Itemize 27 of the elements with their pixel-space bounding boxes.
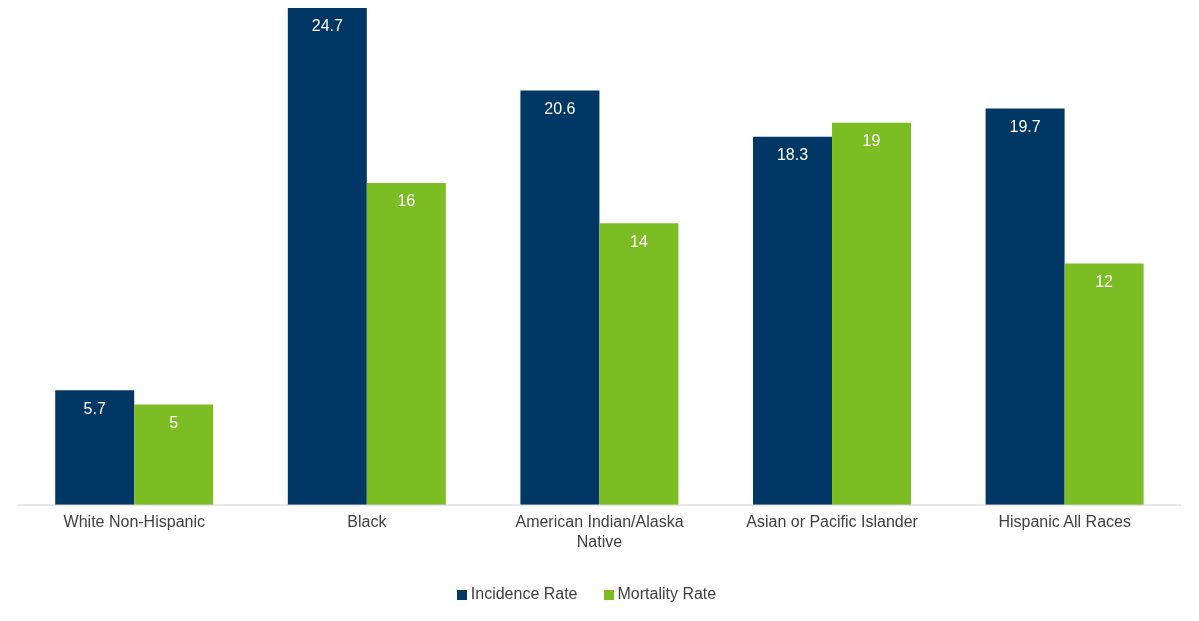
data-label: 16 — [397, 192, 416, 210]
data-label: 14 — [630, 232, 648, 250]
x-tick-label: Hispanic All Races — [998, 513, 1131, 530]
bar — [985, 108, 1065, 505]
data-label: 19.7 — [1009, 117, 1041, 135]
data-label: 5 — [169, 413, 179, 431]
bar — [55, 390, 135, 505]
bar — [366, 183, 446, 505]
bar — [832, 122, 912, 505]
legend-label: Mortality Rate — [617, 585, 717, 602]
data-label: 19 — [862, 132, 881, 150]
bar — [520, 90, 600, 505]
data-label: 12 — [1095, 272, 1114, 290]
bar — [1064, 263, 1144, 505]
bar — [287, 8, 367, 505]
data-label: 24.7 — [311, 17, 343, 35]
bar — [134, 404, 214, 505]
x-tick-label: Black — [347, 513, 388, 530]
bar — [753, 136, 833, 505]
x-tick-label: American Indian/Alaska Native — [515, 513, 684, 550]
data-label: 18.3 — [776, 146, 809, 164]
x-tick-label: Asian or Pacific Islander — [746, 513, 919, 530]
legend-label: Incidence Rate — [470, 585, 578, 602]
data-label: 20.6 — [544, 99, 576, 117]
bar — [599, 223, 679, 505]
data-label: 5.7 — [83, 399, 106, 417]
x-tick-label: White Non-Hispanic — [63, 513, 205, 530]
